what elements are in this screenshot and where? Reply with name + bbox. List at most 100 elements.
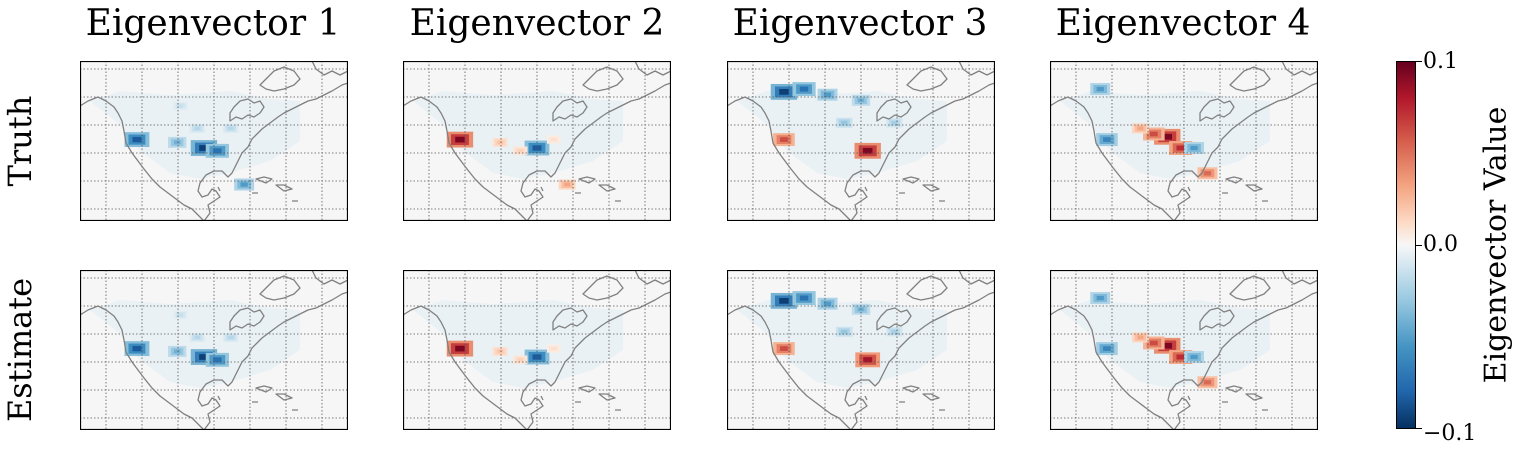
coastline <box>727 61 995 221</box>
coastline <box>403 270 671 430</box>
heat-cell <box>199 354 209 360</box>
colorbar-tick-label-min: −0.1 <box>1423 421 1477 446</box>
heat-cell <box>497 140 503 145</box>
map-panel-estimate-4 <box>1050 270 1318 430</box>
heat-cell <box>213 148 222 154</box>
heat-cell <box>199 145 209 151</box>
heat-cell <box>1096 86 1104 92</box>
panel-frame <box>403 61 671 221</box>
heat-cell <box>497 349 503 354</box>
heat-cell <box>891 330 898 334</box>
heat-cell <box>228 126 234 131</box>
row-label-truth: Truth <box>1 95 39 187</box>
colorbar-title: Eigenvector Value <box>1478 106 1514 384</box>
heat-cell <box>779 298 789 304</box>
map-panel-estimate-3 <box>727 270 995 430</box>
map-panel-estimate-1 <box>80 270 348 430</box>
heat-cell <box>1176 145 1185 151</box>
colorbar-tick-middle <box>1416 245 1422 246</box>
map-svg <box>1050 61 1318 221</box>
colorbar <box>1396 61 1416 429</box>
map-panel-truth-3 <box>727 61 995 221</box>
heat-cell <box>1203 380 1212 385</box>
heat-cell <box>823 92 832 97</box>
heat-cell <box>551 347 557 351</box>
heat-cell <box>194 126 200 131</box>
column-title-eigenvector-1: Eigenvector 1 <box>85 3 341 44</box>
heat-cell <box>779 89 789 95</box>
heat-cell <box>1190 354 1198 360</box>
heat-cell <box>862 147 873 154</box>
coastline <box>80 270 348 430</box>
heat-cell <box>1162 133 1173 140</box>
panel-frame <box>80 61 348 221</box>
panel-frame <box>403 270 671 430</box>
column-title-eigenvector-2: Eigenvector 2 <box>409 3 665 44</box>
land-field <box>737 91 947 179</box>
heat-cell <box>1103 346 1111 351</box>
heat-cell <box>1149 340 1158 346</box>
heat-cell <box>1137 126 1144 131</box>
heat-cell <box>517 358 523 362</box>
heat-cell <box>517 149 523 153</box>
heat-cell <box>841 329 848 334</box>
land-field <box>90 300 300 388</box>
panel-frame <box>727 61 995 221</box>
map-svg <box>1050 270 1318 430</box>
heat-cell <box>1096 295 1104 301</box>
column-title-eigenvector-3: Eigenvector 3 <box>732 3 988 44</box>
coastline <box>1050 270 1318 430</box>
map-panel-truth-4 <box>1050 61 1318 221</box>
heat-cell <box>532 354 542 360</box>
heat-cell <box>564 182 571 187</box>
map-panel-estimate-2 <box>403 270 671 430</box>
land-field <box>737 300 947 388</box>
heat-cell <box>177 313 184 317</box>
heat-cell <box>823 301 832 306</box>
land-field <box>90 91 300 179</box>
land-field <box>413 300 623 388</box>
heat-cell <box>132 345 142 352</box>
heat-cell <box>455 136 465 143</box>
map-svg <box>403 270 671 430</box>
coastline <box>403 61 671 221</box>
map-panel-truth-1 <box>80 61 348 221</box>
heat-cell <box>841 120 848 125</box>
heat-cell <box>455 345 465 352</box>
coastline <box>1050 61 1318 221</box>
heat-cell <box>799 295 809 301</box>
map-svg <box>80 270 348 430</box>
map-svg <box>80 61 348 221</box>
map-svg <box>727 270 995 430</box>
heat-cell <box>1137 335 1144 340</box>
heat-cell <box>532 145 542 151</box>
panel-frame <box>80 270 348 430</box>
heat-cell <box>1190 145 1198 151</box>
heat-cell <box>194 335 200 340</box>
map-svg <box>403 61 671 221</box>
heat-cell <box>1203 171 1212 176</box>
column-title-eigenvector-4: Eigenvector 4 <box>1055 3 1311 44</box>
heat-cell <box>1162 342 1173 349</box>
row-label-estimate: Estimate <box>1 277 39 423</box>
heat-cell <box>132 136 142 143</box>
heat-cell <box>240 182 248 187</box>
heat-cell <box>780 137 788 142</box>
heat-cell <box>213 357 222 363</box>
colorbar-tick-top <box>1416 61 1422 62</box>
map-svg <box>727 61 995 221</box>
heat-cell <box>891 121 898 125</box>
panel-frame <box>1050 61 1318 221</box>
heat-cell <box>1149 131 1158 137</box>
heat-cell <box>863 357 873 363</box>
colorbar-tick-label-zero: 0.0 <box>1423 232 1458 257</box>
heat-cell <box>1103 137 1111 142</box>
heat-cell <box>177 104 184 108</box>
heat-cell <box>799 86 809 92</box>
land-field <box>413 91 623 179</box>
heat-cell <box>551 138 557 142</box>
colorbar-tick-bottom <box>1416 428 1422 429</box>
coastline <box>80 61 348 221</box>
heat-cell <box>173 140 181 145</box>
map-panel-truth-2 <box>403 61 671 221</box>
